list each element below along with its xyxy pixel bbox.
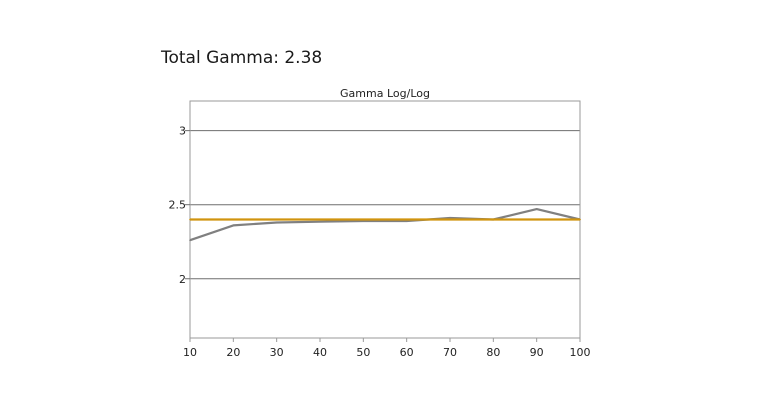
x-tick-label: 20 xyxy=(226,346,240,359)
target-gamma-point xyxy=(275,218,278,221)
x-tick-label: 10 xyxy=(183,346,197,359)
x-tick-label: 30 xyxy=(270,346,284,359)
x-tick-label: 70 xyxy=(443,346,457,359)
target-gamma-point xyxy=(492,218,495,221)
y-tick-label: 2 xyxy=(179,273,186,286)
target-gamma-point xyxy=(189,218,191,221)
y-tick-label: 2.5 xyxy=(169,199,187,212)
target-gamma-point xyxy=(535,218,538,221)
chart-title: Gamma Log/Log xyxy=(340,87,430,100)
target-gamma-point xyxy=(362,218,365,221)
target-gamma-point xyxy=(319,218,321,221)
measured-gamma-line xyxy=(189,208,581,242)
x-tick-label: 60 xyxy=(400,346,414,359)
x-tick-label: 40 xyxy=(313,346,327,359)
measured-gamma-point xyxy=(535,208,538,210)
x-tick-label: 90 xyxy=(530,346,544,359)
target-gamma-point xyxy=(579,218,581,221)
target-gamma-point xyxy=(232,218,235,221)
measured-gamma-point xyxy=(232,224,235,227)
total-gamma-heading: Total Gamma: 2.38 xyxy=(161,48,323,68)
target-gamma-point xyxy=(449,218,451,221)
y-tick-label: 3 xyxy=(179,125,186,138)
x-tick-label: 50 xyxy=(356,346,370,359)
x-tick-label: 80 xyxy=(486,346,500,359)
measured-gamma-point xyxy=(319,220,321,223)
measured-gamma-point xyxy=(275,221,278,224)
target-gamma-point xyxy=(405,218,408,221)
x-tick-label: 100 xyxy=(570,346,591,359)
measured-gamma-point xyxy=(189,239,191,242)
